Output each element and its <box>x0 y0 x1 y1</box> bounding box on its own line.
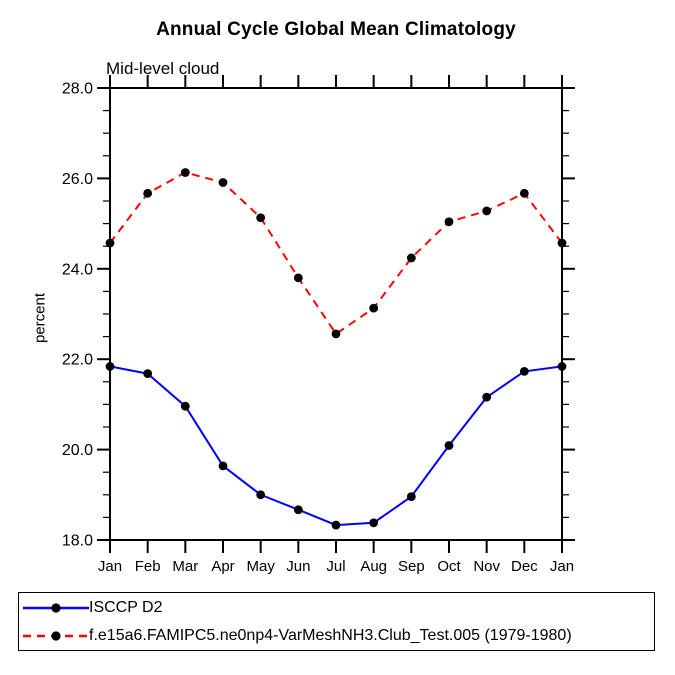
x-tick-label: Feb <box>135 558 161 575</box>
data-point-marker <box>482 392 492 402</box>
x-tick-label: Jun <box>286 558 310 575</box>
data-point-marker <box>369 303 379 313</box>
y-tick-label: 20.0 <box>62 442 93 459</box>
data-point-marker <box>218 461 228 471</box>
data-point-marker <box>331 520 341 530</box>
data-point-marker <box>444 217 454 227</box>
data-point-marker <box>482 206 492 216</box>
legend-marker-dot <box>51 602 61 613</box>
chart-subtitle: Mid-level cloud <box>106 59 220 78</box>
legend-line-dashed-icon <box>23 630 89 641</box>
x-tick-label: Sep <box>398 558 425 575</box>
data-point-marker <box>180 401 190 411</box>
legend-label-isccp: ISCCP D2 <box>89 598 163 616</box>
data-point-marker <box>519 188 529 198</box>
y-tick-label: 18.0 <box>62 533 93 550</box>
y-tick-label: 28.0 <box>62 81 93 98</box>
data-point-marker <box>444 441 454 450</box>
data-point-marker <box>105 238 115 248</box>
x-tick-label: Mar <box>172 558 198 575</box>
x-tick-label: Apr <box>211 558 234 575</box>
data-point-marker <box>557 362 567 371</box>
plot-frame <box>109 87 563 541</box>
data-point-marker <box>218 178 228 187</box>
data-point-marker <box>180 168 190 177</box>
x-tick-label: Jan <box>550 558 574 575</box>
y-tick-label: 24.0 <box>62 261 93 278</box>
data-point-marker <box>519 367 529 376</box>
y-tick-label: 26.0 <box>62 171 93 188</box>
x-tick-label: Oct <box>437 558 461 575</box>
data-point-marker <box>557 238 567 248</box>
data-point-marker <box>406 492 416 502</box>
data-point-marker <box>293 273 303 283</box>
x-tick-label: Jan <box>98 558 122 575</box>
data-point-marker <box>256 213 266 223</box>
legend-label-model: f.e15a6.FAMIPC5.ne0np4-VarMeshNH3.Club_T… <box>89 626 572 644</box>
series-line-0 <box>109 365 563 527</box>
data-point-marker <box>293 505 303 515</box>
chart-title: Annual Cycle Global Mean Climatology <box>156 19 516 40</box>
data-point-marker <box>256 490 266 500</box>
y-tick-label: 22.0 <box>62 352 93 369</box>
data-point-marker <box>369 518 379 528</box>
x-tick-label: Jul <box>326 558 345 575</box>
legend-item-isccp: ISCCP D2 <box>19 594 654 622</box>
legend-line-solid-icon <box>23 602 89 613</box>
x-tick-label: Aug <box>360 558 387 575</box>
data-point-marker <box>143 369 153 379</box>
series-line-1 <box>109 171 563 336</box>
data-point-marker <box>331 329 341 339</box>
x-tick-label: Dec <box>511 558 538 575</box>
legend-marker-dot <box>51 630 61 641</box>
plot-area: 18.0 20.0 22.0 24.0 26.0 28.0 Jan Feb Mar Apr May J… <box>62 75 575 575</box>
x-tick-label: May <box>246 558 275 575</box>
data-point-marker <box>105 362 115 371</box>
data-point-marker <box>406 253 416 263</box>
x-tick-label: Nov <box>473 558 500 575</box>
data-point-marker <box>143 188 153 198</box>
legend-item-model: f.e15a6.FAMIPC5.ne0np4-VarMeshNH3.Club_T… <box>19 622 654 650</box>
legend-box: ISCCP D2 f.e15a6.FAMIPC5.ne0np4-VarMeshN… <box>18 592 655 651</box>
